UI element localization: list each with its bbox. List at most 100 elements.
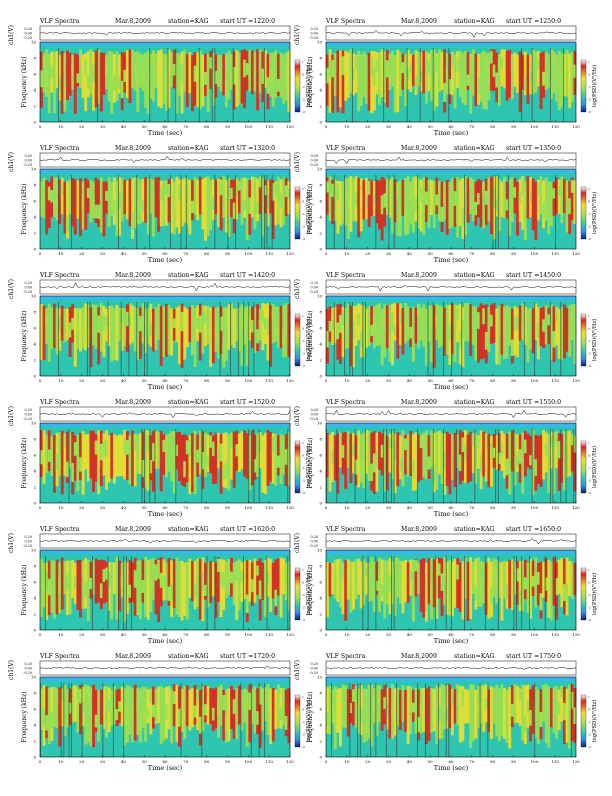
spectral-fleck: [565, 583, 569, 602]
spectral-column: [484, 433, 488, 482]
spectral-fleck: [424, 76, 428, 92]
spectral-column: [440, 306, 444, 346]
time-tick-label: 110: [265, 632, 273, 637]
spectral-column: [326, 562, 329, 618]
spectral-column: [180, 303, 184, 368]
spectral-fleck: [165, 438, 168, 452]
spectral-column: [331, 54, 335, 113]
spectral-column: [256, 49, 260, 111]
spectral-fleck: [333, 561, 337, 573]
spectral-column: [432, 433, 436, 493]
spectral-column: [170, 308, 174, 356]
colorbar-tick-label: 1: [588, 441, 590, 445]
time-tick-label: 0: [325, 251, 328, 256]
spectral-column: [123, 308, 127, 347]
spectral-column: [112, 562, 116, 595]
spectral-fleck: [149, 79, 153, 94]
sferic-line: [495, 429, 497, 503]
wave-tick-bottom: -0.20: [23, 163, 32, 167]
spectral-column: [232, 690, 236, 739]
freq-tick-label: 2: [33, 612, 36, 617]
spectral-column: [172, 684, 176, 726]
time-tick-label: 120: [572, 124, 580, 129]
freq-tick-label: 10: [317, 548, 323, 553]
spectral-fleck: [68, 702, 72, 714]
spectral-fleck: [282, 452, 286, 465]
spectral-fleck: [451, 692, 454, 707]
colorbar-tick-label: 0: [588, 327, 590, 331]
spectral-fleck: [547, 314, 551, 326]
spectral-fleck: [419, 70, 423, 82]
spectral-fleck: [63, 685, 67, 701]
panel-title: VLF Spectra: [39, 653, 80, 660]
colorbar: [294, 694, 301, 748]
spectral-column: [211, 561, 215, 597]
top-band: [326, 550, 576, 554]
time-tick-label: 50: [428, 505, 434, 510]
sferic-line: [227, 175, 229, 249]
time-tick-label: 90: [511, 378, 517, 383]
spectral-fleck: [565, 437, 569, 452]
spectral-fleck: [448, 322, 452, 341]
freq-tick-label: 4: [33, 596, 36, 601]
panel-date: Mar.8,2009: [115, 18, 151, 25]
spectral-column: [365, 689, 368, 741]
spectral-column: [328, 176, 332, 221]
time-tick-label: 100: [245, 124, 253, 129]
spectral-fleck: [105, 191, 108, 201]
wave-tick-bottom: -0.20: [23, 417, 32, 421]
spectral-column: [422, 687, 426, 732]
spectral-column: [175, 684, 179, 742]
spectral-column: [284, 178, 288, 217]
sferic-line: [336, 429, 338, 503]
spectral-fleck: [372, 698, 376, 709]
sferic-line: [417, 175, 418, 249]
spectral-column: [370, 432, 374, 491]
spectral-fleck: [68, 322, 72, 338]
spectral-fleck: [523, 715, 527, 733]
spectral-fleck: [154, 564, 158, 581]
colorbar: [580, 567, 587, 621]
spectral-fleck: [89, 578, 93, 590]
spectral-fleck: [279, 708, 283, 721]
wave-tick-top: 0.20: [310, 154, 318, 158]
spectral-column: [471, 179, 475, 222]
spectral-fleck: [71, 463, 75, 482]
spectral-column: [42, 53, 46, 93]
colorbar-tick-label: 0: [588, 454, 590, 458]
spectral-column: [440, 433, 444, 484]
spectral-column: [269, 305, 273, 367]
time-tick-label: 60: [448, 378, 454, 383]
spectral-column: [151, 558, 155, 600]
spectral-fleck: [435, 55, 439, 72]
wave-tick-mid: 0.00: [24, 32, 32, 36]
wave-axis-label: ch1(V): [8, 406, 15, 426]
spectral-fleck: [178, 184, 181, 201]
sferic-line: [198, 48, 200, 122]
spectral-fleck: [94, 204, 98, 219]
spectral-fleck: [404, 438, 408, 451]
freq-tick-label: 2: [319, 485, 322, 490]
spectral-column: [526, 176, 530, 219]
spectral-fleck: [224, 572, 228, 584]
spectral-column: [333, 179, 337, 221]
spectral-fleck: [495, 576, 499, 590]
spectral-column: [141, 431, 145, 489]
spectral-column: [570, 562, 574, 599]
spectral-column: [243, 688, 247, 723]
spectral-fleck: [336, 322, 340, 340]
time-tick-label: 90: [511, 124, 517, 129]
spectral-column: [198, 559, 202, 620]
sferic-line: [68, 683, 70, 757]
spectral-column: [432, 305, 436, 368]
spectral-fleck: [391, 702, 394, 719]
spectral-column: [232, 308, 236, 349]
spectral-fleck: [112, 75, 116, 91]
spectral-column: [344, 432, 348, 489]
sferic-line: [451, 556, 452, 630]
spectral-column: [362, 688, 366, 743]
spectral-column: [240, 562, 244, 603]
spectral-fleck: [383, 193, 387, 208]
panel-date: Mar.8,2009: [401, 526, 437, 533]
spectral-fleck: [284, 449, 288, 465]
